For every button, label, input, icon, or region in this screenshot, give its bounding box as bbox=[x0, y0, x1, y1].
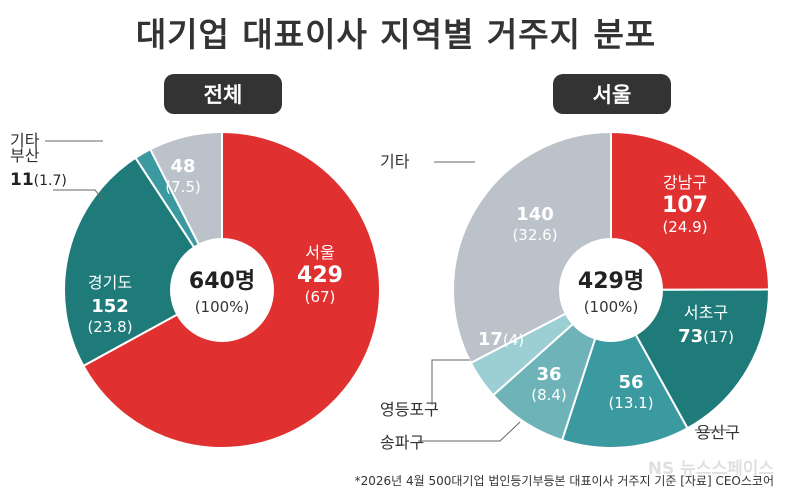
pie-1-slice-3-pct: (8.4) bbox=[531, 386, 567, 404]
pie-1-slice-1 bbox=[609, 288, 770, 430]
pie-0-slice-0-name: 서울 bbox=[305, 243, 334, 262]
pie-0-slice-1 bbox=[63, 156, 224, 368]
pie-1-slice-2-pct: (13.1) bbox=[608, 394, 653, 412]
pie-1-slice-3-name: 송파구 bbox=[380, 433, 424, 452]
pie-0-slice-3-pct: (7.5) bbox=[165, 178, 201, 196]
pie-1-header-badge bbox=[553, 74, 671, 114]
pie-0-header-badge bbox=[164, 74, 282, 114]
pie-0-center-value: 640명 bbox=[189, 269, 255, 294]
pie-1-slice-5-value: 140 bbox=[516, 204, 554, 225]
pie-1-slice-0 bbox=[610, 130, 771, 292]
chart-title: 대기업 대표이사 지역별 거주지 분포 bbox=[135, 15, 657, 54]
pie-0-slice-2-leader bbox=[53, 189, 104, 201]
pie-1-center-value: 429명 bbox=[578, 269, 644, 294]
pie-1-center-hole bbox=[559, 238, 663, 342]
watermark: NS 뉴스스페이스 bbox=[647, 459, 774, 479]
pie-1-slice-5-pct: (32.6) bbox=[512, 226, 557, 244]
pie-0-center-pct: (100%) bbox=[195, 298, 250, 316]
pie-1-slice-4-value: 17(4) bbox=[478, 329, 524, 350]
pie-1-header-label: 서울 bbox=[593, 83, 632, 107]
pie-1-slice-0-name: 강남구 bbox=[663, 173, 707, 192]
pie-1-slice-3-value: 36 bbox=[536, 364, 561, 385]
pie-0-slice-1-value: 152 bbox=[91, 296, 129, 317]
pie-0-slice-0-value: 429 bbox=[297, 263, 343, 288]
pie-1-slice-1-name: 서초구 bbox=[684, 303, 728, 322]
pie-0-center-hole bbox=[170, 238, 274, 342]
pie-1-slice-0-pct: (24.9) bbox=[662, 218, 707, 236]
pie-0-slice-1-name: 경기도 bbox=[88, 273, 132, 292]
pie-1-slice-0-value: 107 bbox=[662, 193, 708, 218]
pie-0-slice-0-pct: (67) bbox=[305, 288, 336, 306]
pie-1-slice-2 bbox=[560, 287, 689, 449]
pie-1-center-pct: (100%) bbox=[584, 298, 639, 316]
pie-1-slice-2-value: 56 bbox=[618, 372, 643, 393]
pie-1-slice-1-value: 73(17) bbox=[678, 326, 734, 347]
footnote: *2026년 4월 500대기업 법인등기부등본 대표이사 거주지 기준 [자료… bbox=[354, 474, 774, 488]
pie-1-slice-4-leader bbox=[431, 359, 470, 405]
pie-0-header-label: 전체 bbox=[204, 83, 243, 107]
pie-1-slice-3-leader bbox=[418, 421, 521, 442]
pie-0-slice-3-name: 기타 bbox=[10, 131, 40, 150]
pie-1-slice-2-name: 용산구 bbox=[696, 423, 740, 442]
pie-0-slice-2-value: 11(1.7) bbox=[10, 170, 67, 190]
pie-0-slice-2-name: 부산 bbox=[10, 146, 40, 165]
pie-1-slice-5-name: 기타 bbox=[380, 152, 410, 171]
pie-1-slice-4-name: 영등포구 bbox=[380, 400, 439, 419]
pie-0-slice-3-value: 48 bbox=[170, 156, 195, 177]
pie-0-slice-1-pct: (23.8) bbox=[87, 318, 132, 336]
